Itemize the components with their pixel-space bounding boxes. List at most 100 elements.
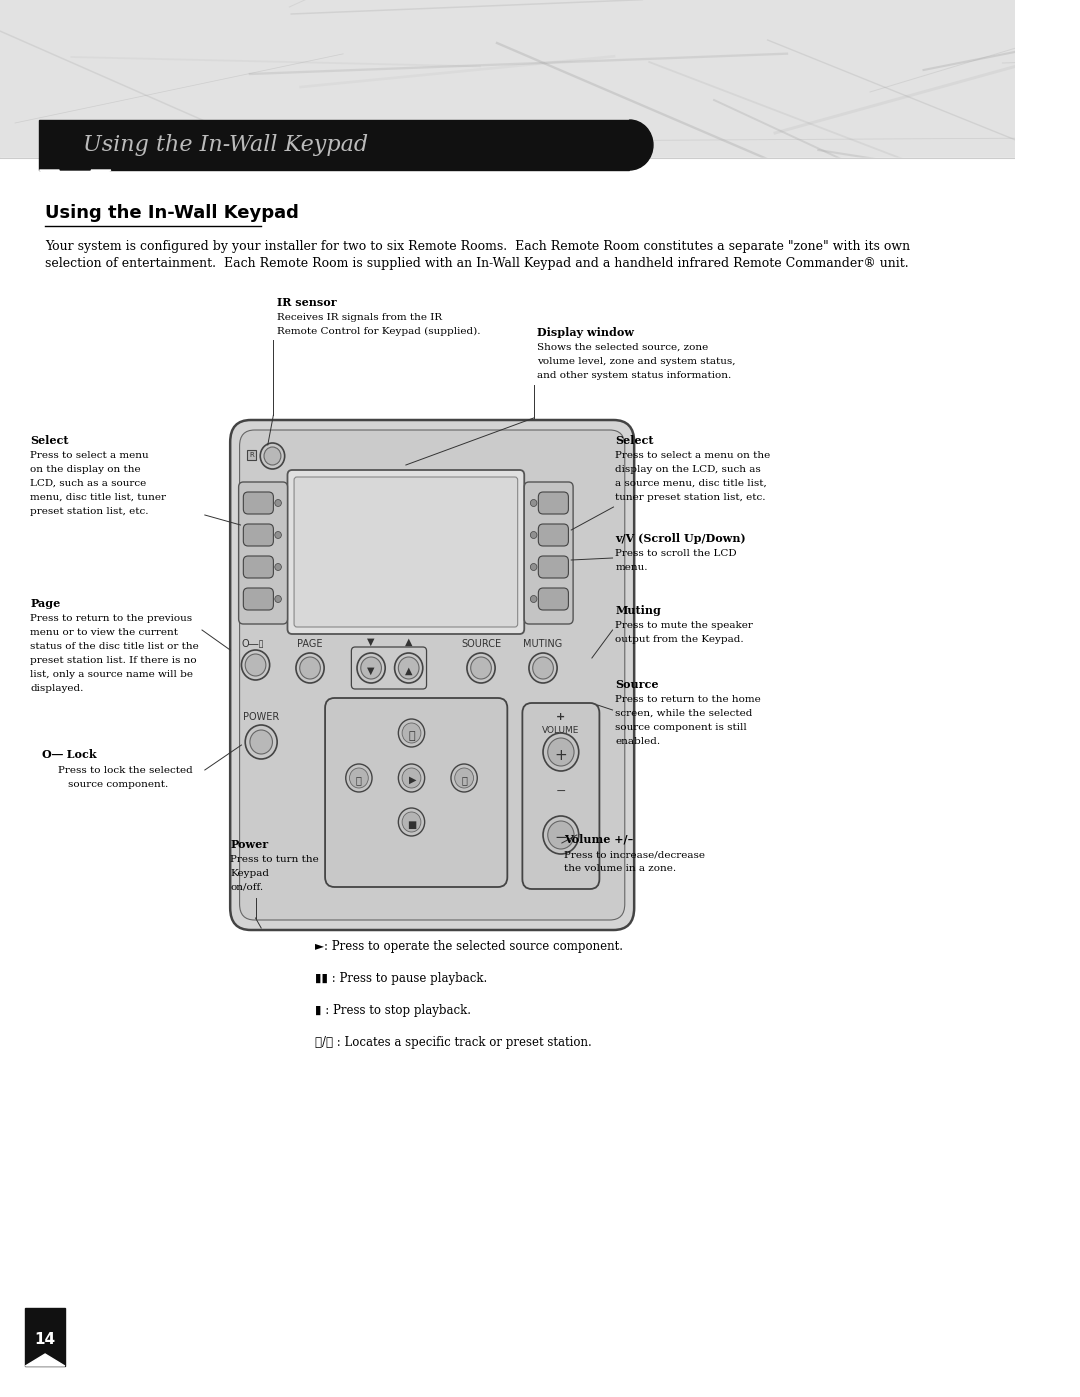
FancyBboxPatch shape <box>538 556 568 578</box>
Bar <box>0 158 1015 1397</box>
FancyBboxPatch shape <box>538 524 568 546</box>
FancyBboxPatch shape <box>524 482 573 624</box>
Circle shape <box>530 595 537 602</box>
Text: MUTING: MUTING <box>524 638 563 650</box>
Circle shape <box>467 652 495 683</box>
Circle shape <box>242 650 270 680</box>
Text: Keypad: Keypad <box>230 869 269 877</box>
FancyBboxPatch shape <box>325 698 508 887</box>
Circle shape <box>361 657 381 679</box>
Text: enabled.: enabled. <box>616 738 661 746</box>
Text: ⏮/⏭ : Locates a specific track or preset station.: ⏮/⏭ : Locates a specific track or preset… <box>314 1037 592 1049</box>
Circle shape <box>274 563 282 570</box>
Circle shape <box>245 654 266 676</box>
Text: ⏮: ⏮ <box>356 775 362 785</box>
Text: on the display on the: on the display on the <box>30 465 140 474</box>
Text: ▲: ▲ <box>405 666 413 676</box>
Text: source component.: source component. <box>68 780 167 789</box>
Wedge shape <box>60 154 91 170</box>
Circle shape <box>346 764 372 792</box>
Text: Your system is configured by your installer for two to six Remote Rooms.  Each R: Your system is configured by your instal… <box>45 240 910 253</box>
Text: selection of entertainment.  Each Remote Room is supplied with an In-Wall Keypad: selection of entertainment. Each Remote … <box>45 257 908 270</box>
Text: −: − <box>554 830 567 845</box>
Text: Select: Select <box>30 434 68 446</box>
Text: source component is still: source component is still <box>616 724 747 732</box>
Text: on/off.: on/off. <box>230 883 264 893</box>
Text: Press to return to the home: Press to return to the home <box>616 694 761 704</box>
Text: ▼: ▼ <box>367 637 375 647</box>
Text: Press to mute the speaker: Press to mute the speaker <box>616 622 753 630</box>
Text: SOURCE: SOURCE <box>461 638 501 650</box>
Text: ▮▮ : Press to pause playback.: ▮▮ : Press to pause playback. <box>314 972 487 985</box>
Circle shape <box>399 764 424 792</box>
Text: status of the disc title list or the: status of the disc title list or the <box>30 643 199 651</box>
Text: Page: Page <box>30 598 60 609</box>
Circle shape <box>399 719 424 747</box>
Circle shape <box>264 447 281 465</box>
Text: −: − <box>555 785 566 798</box>
Text: ⏭: ⏭ <box>461 775 467 785</box>
Text: Volume +/–: Volume +/– <box>564 834 633 845</box>
Circle shape <box>529 652 557 683</box>
Circle shape <box>274 531 282 538</box>
Text: ▶: ▶ <box>408 775 416 785</box>
FancyBboxPatch shape <box>287 469 524 634</box>
Text: POWER: POWER <box>243 712 280 722</box>
Wedge shape <box>56 149 94 170</box>
Circle shape <box>402 812 421 833</box>
Text: IR sensor: IR sensor <box>278 298 337 307</box>
Text: Display window: Display window <box>538 327 634 338</box>
Circle shape <box>543 816 579 854</box>
Text: Press to increase/decrease: Press to increase/decrease <box>564 849 705 859</box>
Text: the volume in a zone.: the volume in a zone. <box>564 863 676 873</box>
Circle shape <box>300 657 321 679</box>
FancyBboxPatch shape <box>230 420 634 930</box>
Bar <box>247 450 256 460</box>
Text: ▲: ▲ <box>405 637 413 647</box>
Bar <box>40 120 630 170</box>
Circle shape <box>245 725 278 759</box>
Text: Select: Select <box>616 434 653 446</box>
Text: Using the In-Wall Keypad: Using the In-Wall Keypad <box>45 204 299 222</box>
Text: Press to turn the: Press to turn the <box>230 855 319 863</box>
Text: R: R <box>249 453 254 458</box>
Wedge shape <box>630 120 653 170</box>
FancyBboxPatch shape <box>523 703 599 888</box>
Text: display on the LCD, such as: display on the LCD, such as <box>616 465 761 474</box>
FancyBboxPatch shape <box>538 588 568 610</box>
Circle shape <box>530 500 537 507</box>
Text: output from the Keypad.: output from the Keypad. <box>616 636 744 644</box>
Text: displayed.: displayed. <box>30 685 83 693</box>
Text: +: + <box>556 712 566 722</box>
Circle shape <box>249 731 272 754</box>
Text: ▮ : Press to stop playback.: ▮ : Press to stop playback. <box>314 1004 471 1017</box>
Circle shape <box>548 738 575 766</box>
Circle shape <box>274 595 282 602</box>
Text: Receives IR signals from the IR: Receives IR signals from the IR <box>278 313 443 321</box>
FancyBboxPatch shape <box>243 588 273 610</box>
FancyBboxPatch shape <box>240 430 624 921</box>
Text: O― Lock: O― Lock <box>42 749 97 760</box>
Circle shape <box>402 768 421 788</box>
Circle shape <box>296 652 324 683</box>
Polygon shape <box>25 1354 65 1366</box>
Text: and other system status information.: and other system status information. <box>538 372 731 380</box>
Text: LCD, such as a source: LCD, such as a source <box>30 479 146 488</box>
Text: preset station list. If there is no: preset station list. If there is no <box>30 657 197 665</box>
Bar <box>0 0 1015 158</box>
Text: 14: 14 <box>35 1333 56 1348</box>
Text: Press to return to the previous: Press to return to the previous <box>30 615 192 623</box>
Text: +: + <box>554 747 567 763</box>
Text: volume level, zone and system status,: volume level, zone and system status, <box>538 358 735 366</box>
Text: Using the In-Wall Keypad: Using the In-Wall Keypad <box>83 134 368 156</box>
FancyBboxPatch shape <box>243 556 273 578</box>
Text: v/V (Scroll Up/Down): v/V (Scroll Up/Down) <box>616 534 746 543</box>
FancyBboxPatch shape <box>243 524 273 546</box>
Circle shape <box>455 768 473 788</box>
Text: menu.: menu. <box>616 563 648 571</box>
Circle shape <box>548 821 575 849</box>
Circle shape <box>350 768 368 788</box>
Text: screen, while the selected: screen, while the selected <box>616 710 753 718</box>
Text: ►: Press to operate the selected source component.: ►: Press to operate the selected source … <box>314 940 623 953</box>
Text: Remote Control for Keypad (supplied).: Remote Control for Keypad (supplied). <box>278 327 481 337</box>
